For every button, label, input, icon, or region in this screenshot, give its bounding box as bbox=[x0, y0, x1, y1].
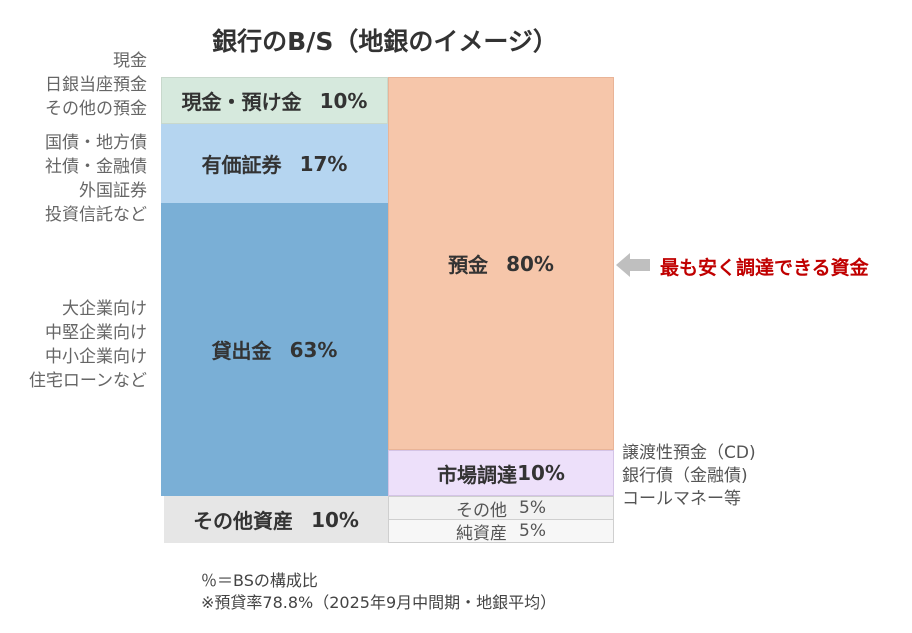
loans-note-1: 大企業向け bbox=[62, 299, 147, 319]
market-note-1: 譲渡性預金（CD) bbox=[622, 443, 756, 463]
liability-equity-pct: 5% bbox=[519, 521, 546, 541]
liability-deposits-pct: 80% bbox=[506, 251, 554, 276]
loans-notes: 大企業向け 中堅企業向け 中小企業向け 住宅ローンなど bbox=[29, 297, 147, 393]
asset-securities-label: 有価証券 bbox=[201, 153, 282, 177]
liability-market-block: 市場調達 10% bbox=[388, 450, 614, 496]
liability-equity-block: 純資産 5% bbox=[388, 520, 614, 544]
market-note-3: コールマネー等 bbox=[622, 489, 741, 509]
securities-note-3: 外国証券 bbox=[79, 181, 147, 201]
loans-note-4: 住宅ローンなど bbox=[28, 371, 147, 391]
securities-note-2: 社債・金融債 bbox=[45, 157, 147, 177]
chart-title: 銀行のB/S（地銀のイメージ） bbox=[212, 27, 558, 56]
loans-note-3: 中小企業向け bbox=[45, 347, 147, 367]
asset-other-block: その他資産 10% bbox=[164, 496, 388, 543]
cash-note-3: その他の預金 bbox=[45, 99, 147, 119]
asset-cash-label: 現金・預け金 bbox=[181, 90, 302, 114]
loans-note-2: 中堅企業向け bbox=[45, 323, 147, 343]
asset-cash-pct: 10% bbox=[319, 88, 368, 113]
cash-note-1: 現金 bbox=[113, 51, 147, 71]
liability-market-pct: 10% bbox=[517, 461, 565, 485]
liability-other-pct: 5% bbox=[519, 498, 546, 518]
asset-loans-block: 貸出金 63% bbox=[161, 203, 388, 496]
asset-securities-block: 有価証券 17% bbox=[161, 124, 388, 203]
asset-loans-label: 貸出金 bbox=[211, 339, 272, 363]
cash-notes: 現金 日銀当座預金 その他の預金 bbox=[45, 49, 147, 121]
liability-other-label: その他 bbox=[456, 500, 507, 521]
market-note-2: 銀行債（金融債) bbox=[622, 466, 748, 486]
liability-other-block: その他 5% bbox=[388, 496, 614, 521]
footnote-1: ％＝BSの構成比 bbox=[201, 571, 318, 590]
callout-text: 最も安く調達できる資金 bbox=[660, 257, 869, 279]
asset-securities-pct: 17% bbox=[299, 151, 348, 176]
asset-other-pct: 10% bbox=[311, 507, 359, 532]
liability-deposits-block: 預金 80% bbox=[388, 77, 614, 450]
securities-notes: 国債・地方債 社債・金融債 外国証券 投資信託など bbox=[45, 131, 147, 227]
securities-note-1: 国債・地方債 bbox=[45, 133, 147, 153]
footnotes: ％＝BSの構成比 ※預貸率78.8%（2025年9月中間期・地銀平均） bbox=[201, 570, 556, 614]
liability-market-label: 市場調達 bbox=[437, 462, 518, 487]
liability-deposits-label: 預金 bbox=[448, 253, 489, 277]
market-notes: 譲渡性預金（CD) 銀行債（金融債) コールマネー等 bbox=[622, 442, 756, 511]
asset-loans-pct: 63% bbox=[289, 337, 338, 362]
securities-note-4: 投資信託など bbox=[45, 205, 147, 225]
footnote-2: ※預貸率78.8%（2025年9月中間期・地銀平均） bbox=[201, 593, 557, 612]
asset-cash-block: 現金・預け金 10% bbox=[161, 77, 388, 124]
cash-note-2: 日銀当座預金 bbox=[45, 75, 147, 95]
asset-other-label: その他資産 bbox=[193, 509, 294, 533]
left-arrow-icon bbox=[616, 253, 650, 277]
liability-equity-label: 純資産 bbox=[456, 523, 507, 544]
